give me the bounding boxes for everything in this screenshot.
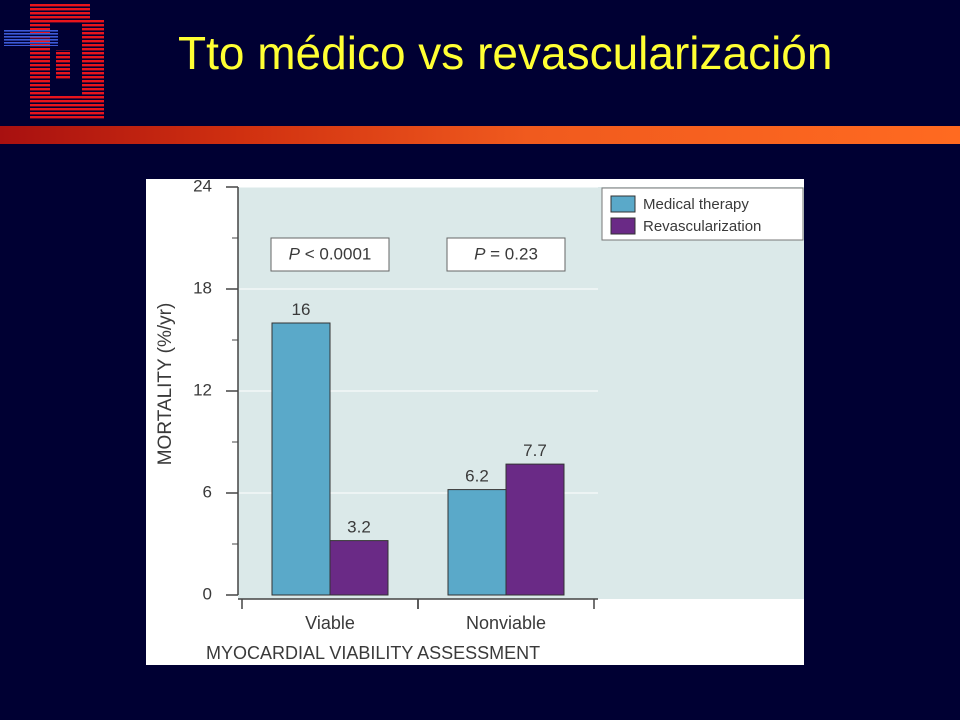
bar-value-label: 3.2 (347, 518, 371, 537)
p-value-label: P = 0.23 (474, 245, 538, 264)
y-tick-label: 6 (203, 482, 212, 501)
y-tick-label: 12 (193, 380, 212, 399)
p-value-box (270, 237, 390, 272)
p-value-label: P < 0.0001 (289, 245, 372, 264)
x-category-label: Nonviable (466, 613, 546, 633)
y-tick-label: 0 (203, 584, 212, 603)
legend-label: Revascularization (643, 218, 761, 235)
y-axis-title: MORTALITY (%/yr) (155, 303, 176, 466)
legend-swatch (610, 217, 636, 235)
legend-label: Medical therapy (643, 196, 749, 213)
bar (329, 540, 389, 596)
chart-legend: Medical therapy Revascularization (601, 187, 804, 241)
p-value-box (446, 237, 566, 272)
title-accent-bar (0, 126, 960, 144)
bar-value-label: 7.7 (523, 441, 547, 460)
bar (271, 322, 331, 596)
chart-panel: 16 3.2 6.2 7.7 0 6 12 18 24 Viable Nonviable P < … (146, 179, 804, 665)
y-tick-label: 18 (193, 278, 212, 297)
bar-value-label: 16 (292, 300, 311, 319)
x-axis-title: MYOCARDIAL VIABILITY ASSESSMENT (206, 643, 540, 663)
hospital-logo-icon (4, 4, 104, 120)
x-category-label: Viable (305, 613, 355, 633)
legend-swatch (610, 195, 636, 213)
y-tick-label: 24 (193, 179, 212, 195)
slide-title: Tto médico vs revascularización (178, 27, 833, 79)
mortality-bar-chart: 16 3.2 6.2 7.7 0 6 12 18 24 Viable Nonviable P < … (155, 179, 804, 663)
bar (505, 463, 565, 596)
bar (447, 489, 507, 596)
bar-value-label: 6.2 (465, 467, 489, 486)
